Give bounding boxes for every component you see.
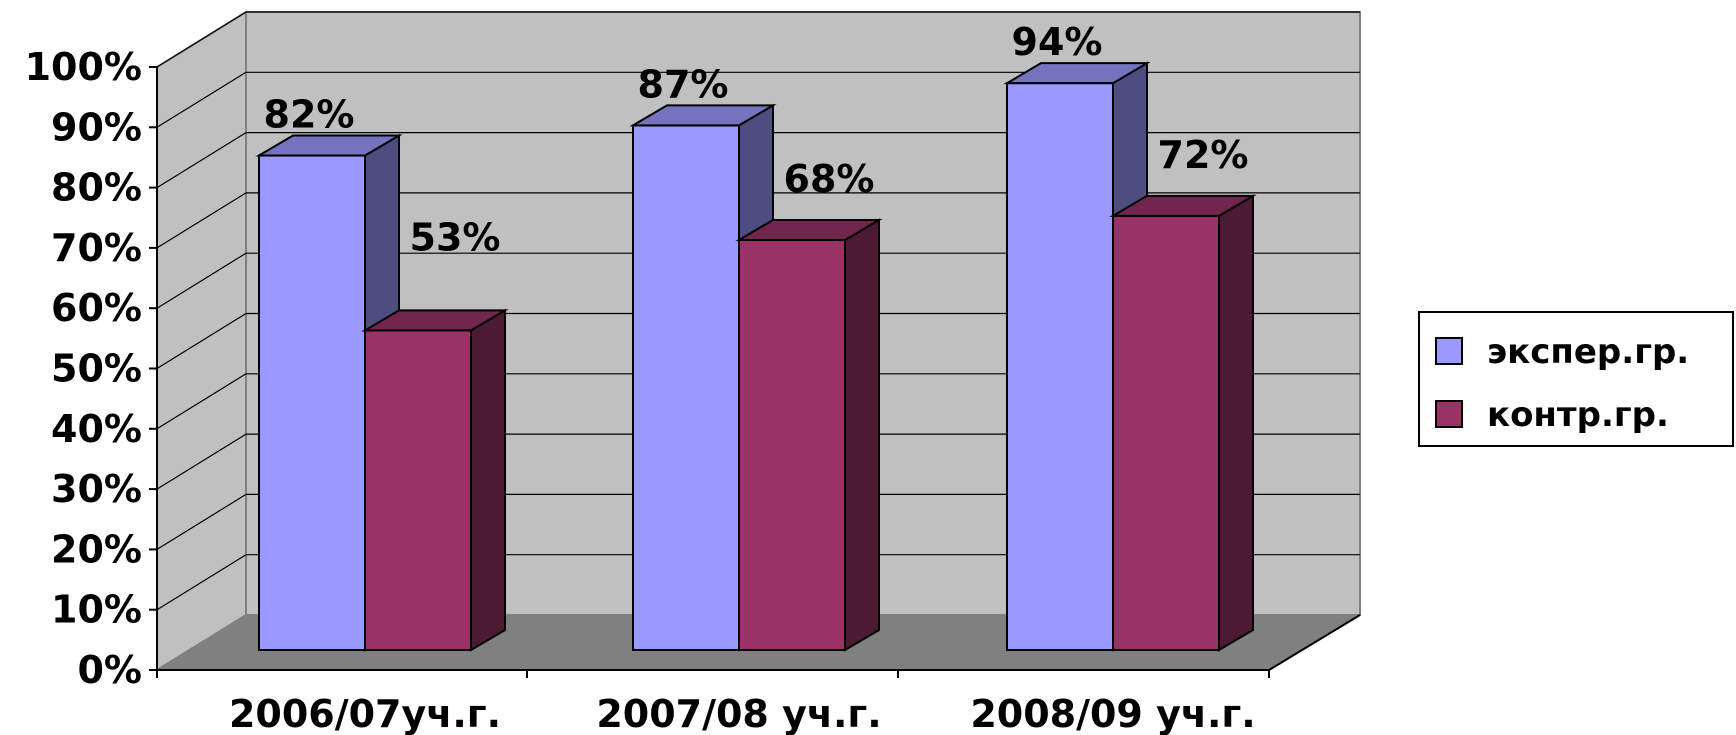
y-tick-label: 100% xyxy=(25,45,142,89)
bar-side xyxy=(1218,194,1254,652)
bar-top xyxy=(1109,194,1257,217)
category-label: 2006/07уч.г. xyxy=(229,692,501,735)
bar-front xyxy=(738,238,846,652)
category-label: 2007/08 уч.г. xyxy=(596,692,881,735)
gridline-side xyxy=(156,373,247,430)
gridline-side xyxy=(156,312,247,370)
bar--2 xyxy=(1109,194,1257,652)
y-tick-label: 50% xyxy=(51,347,142,391)
data-labels: 82% 53% 87% 68% 94% 72% xyxy=(264,20,1249,259)
legend-box xyxy=(1418,311,1734,447)
legend: экспер.гр. контр.гр. xyxy=(1418,311,1734,447)
gridline-side xyxy=(156,252,247,309)
legend-label-experimental: экспер.гр. xyxy=(1487,332,1689,372)
bar-side xyxy=(470,308,506,652)
category-labels: 2006/07уч.г. 2007/08 уч.г. 2008/09 уч.г. xyxy=(229,692,1256,735)
y-tick-label: 90% xyxy=(51,105,142,149)
y-tick-label: 60% xyxy=(51,286,142,330)
bar-top xyxy=(735,218,883,241)
bar--1 xyxy=(735,218,883,652)
bar-front xyxy=(258,154,366,651)
gridline-side xyxy=(156,554,247,611)
legend-label-control: контр.гр. xyxy=(1487,395,1669,435)
data-label: 87% xyxy=(638,62,729,106)
gridline-side xyxy=(156,192,247,249)
bar-front xyxy=(1006,82,1114,652)
bar-top xyxy=(361,309,509,332)
y-tick-label: 20% xyxy=(51,527,142,571)
bars xyxy=(255,61,1257,652)
y-tick-label: 70% xyxy=(51,226,142,270)
gridline-side xyxy=(156,132,247,189)
gridline-side xyxy=(156,433,247,490)
bar--0 xyxy=(361,308,509,652)
data-label: 82% xyxy=(264,93,355,137)
bar-front xyxy=(1112,214,1220,651)
bar-front xyxy=(364,329,472,651)
y-tick-label: 40% xyxy=(51,407,142,451)
x-axis-ticks xyxy=(156,670,1270,678)
bar-top xyxy=(1003,62,1151,85)
floor-right-edge xyxy=(1268,614,1361,671)
bar-front xyxy=(632,124,740,651)
gridline-side xyxy=(156,71,247,128)
data-label: 94% xyxy=(1012,20,1103,64)
y-tick-label: 30% xyxy=(51,467,142,511)
legend-swatch-experimental xyxy=(1435,337,1463,365)
y-tick-label: 10% xyxy=(51,588,142,632)
y-tick-label: 0% xyxy=(77,648,142,692)
bar-top xyxy=(255,134,403,157)
y-axis-ticks: 0% 10% 20% 30% 40% 50% 60% 70% 80% 90% 100% xyxy=(25,45,157,692)
bar-top xyxy=(629,104,777,127)
category-label: 2008/09 уч.г. xyxy=(970,692,1255,735)
y-tick-label: 80% xyxy=(51,166,142,210)
data-label: 72% xyxy=(1158,133,1249,177)
legend-swatch-control xyxy=(1435,400,1463,428)
gridline-side xyxy=(156,493,247,550)
bar-side xyxy=(844,218,880,652)
data-label: 53% xyxy=(410,215,501,259)
data-label: 68% xyxy=(784,157,875,201)
gridline-side xyxy=(156,11,247,68)
